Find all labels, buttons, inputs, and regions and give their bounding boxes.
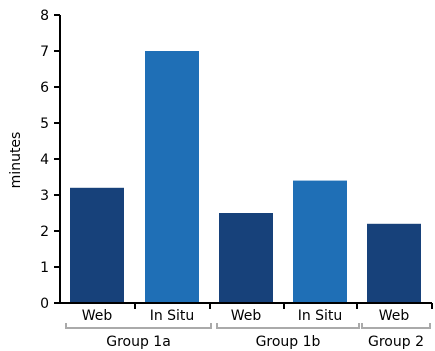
group-brackets: Group 1a Group 1b Group 2	[65, 323, 431, 350]
y-tick-label: 1	[40, 260, 49, 276]
y-tick-label: 3	[40, 188, 49, 204]
bar-web	[219, 213, 273, 303]
x-category-label: Web	[82, 308, 113, 324]
y-tick-label: 2	[40, 224, 49, 240]
bar-in-situ	[145, 51, 199, 303]
bar-web	[70, 187, 124, 303]
group-label: Group 1b	[256, 334, 321, 350]
y-tick-label: 4	[40, 152, 49, 168]
group-label: Group 1a	[106, 334, 171, 350]
bar-web	[367, 223, 421, 303]
y-tick-label: 5	[40, 116, 49, 132]
x-category-label: In Situ	[150, 308, 195, 324]
x-category-label: Web	[231, 308, 262, 324]
y-tick-label: 8	[40, 8, 49, 24]
group-bracket	[361, 323, 431, 329]
y-axis: 0 1 2 3 4 5 6 7 8	[40, 8, 61, 312]
x-axis: Web In Situ Web In Situ Web	[60, 302, 433, 324]
y-tick-label: 7	[40, 44, 49, 60]
x-category-label: In Situ	[298, 308, 343, 324]
bar-in-situ	[293, 180, 347, 303]
y-axis-label: minutes	[8, 132, 24, 189]
bars	[70, 51, 421, 303]
x-category-label: Web	[379, 308, 410, 324]
y-tick-label: 0	[40, 296, 49, 312]
group-bracket	[216, 323, 360, 329]
y-tick-label: 6	[40, 80, 49, 96]
group-label: Group 2	[368, 334, 424, 350]
group-bracket	[65, 323, 212, 329]
